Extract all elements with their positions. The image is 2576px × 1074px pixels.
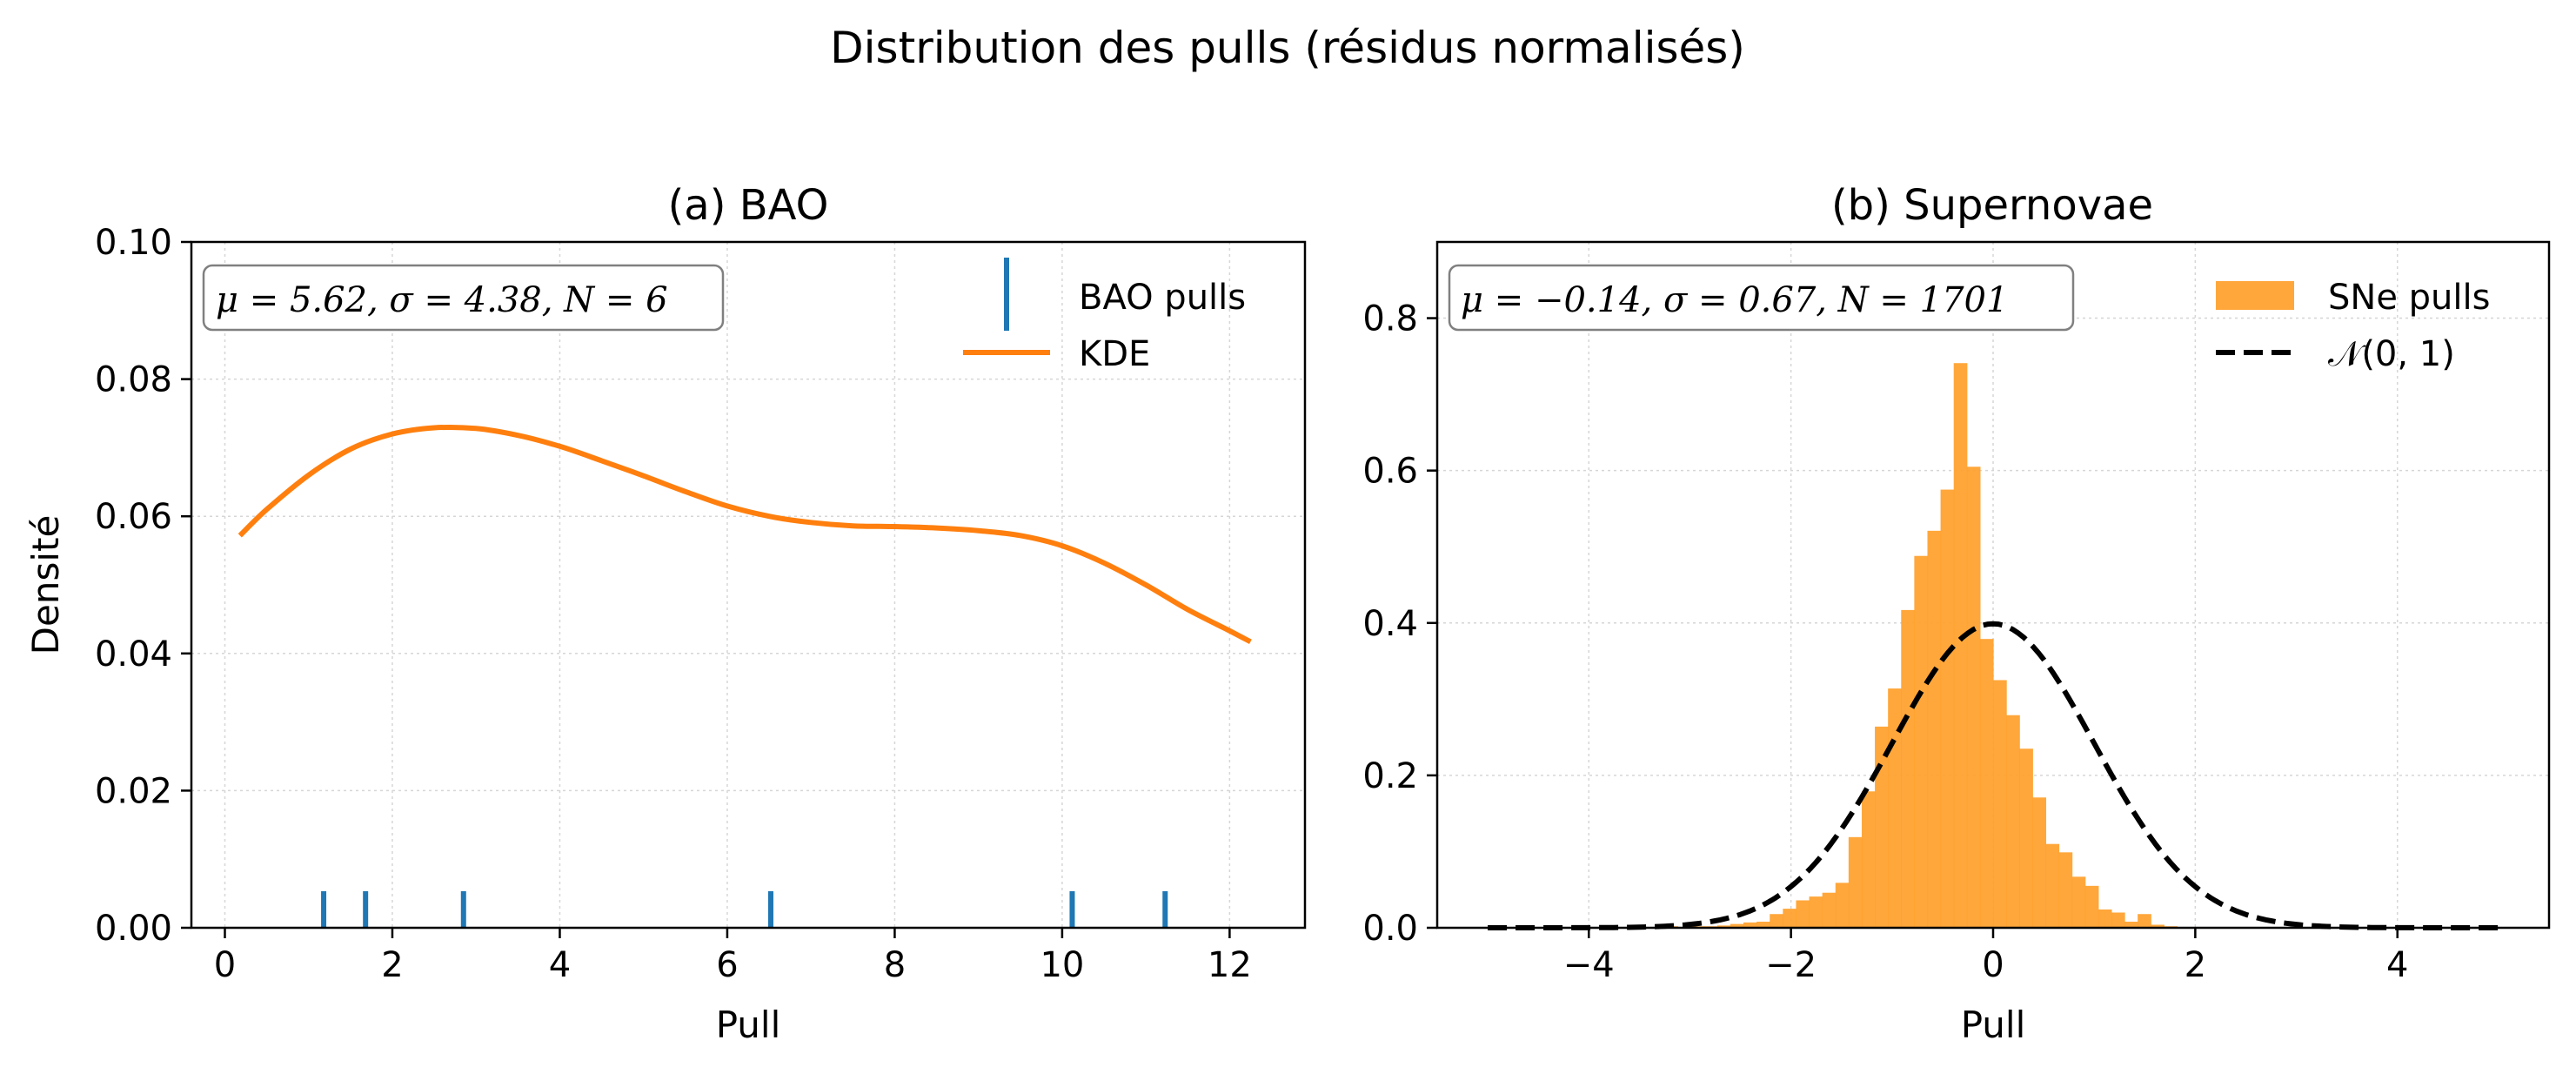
panel-a-ytick-label: 0.08	[95, 360, 172, 400]
panel-b-xtick-label: 0	[1982, 945, 2004, 985]
histogram-bar	[2138, 914, 2151, 928]
panel-a-ytick-label: 0.04	[95, 634, 172, 675]
panel-b-ytick-label: 0.8	[1362, 299, 1418, 339]
legend-kde-label: KDE	[1079, 334, 1150, 374]
panel-a-xtick-label: 2	[381, 945, 403, 985]
histogram-bar	[1848, 836, 1863, 928]
histogram-bar	[1716, 925, 1731, 928]
figure-title: Distribution des pulls (résidus normalis…	[830, 23, 1745, 73]
histogram-bar	[2084, 885, 2099, 928]
panel-a-ylabel: Densité	[24, 515, 67, 655]
panel-a-title: (a) BAO	[668, 181, 829, 230]
panel-b-legend: SNe pulls 𝒩(0, 1)	[2216, 278, 2490, 374]
histogram-bar	[2124, 921, 2138, 928]
panel-a-ytick-label: 0.00	[95, 909, 172, 949]
histogram-bar	[1993, 680, 2007, 928]
panel-b-ytick-label: 0.4	[1362, 604, 1418, 644]
histogram-bar	[1901, 609, 1915, 928]
panel-b-stats-box: μ = −0.14, σ = 0.67, N = 1701	[1448, 264, 2075, 332]
histogram-bar	[2006, 715, 2020, 928]
legend-normal-label: 𝒩(0, 1)	[2328, 334, 2455, 374]
histogram-bar	[2111, 912, 2125, 928]
histogram-bar	[1979, 639, 1994, 928]
panel-a-ytick-label: 0.02	[95, 771, 172, 811]
panel-b-ytick-label: 0.0	[1362, 909, 1418, 949]
panel-b-xtick-label: −4	[1563, 945, 1615, 985]
panel-a-xlabel: Pull	[716, 1004, 781, 1046]
histogram-bar	[2019, 748, 2033, 928]
histogram-bar	[1783, 909, 1797, 928]
panel-b-title: (b) Supernovae	[1831, 181, 2153, 230]
histogram-bar	[1822, 892, 1837, 928]
histogram-bar	[1914, 555, 1929, 928]
panel-a-legend: BAO pulls KDE	[963, 258, 1246, 374]
panel-b-xtick-label: 4	[2386, 945, 2408, 985]
panel-a-marks	[238, 424, 1252, 928]
panel-a-xtick-label: 0	[214, 945, 236, 985]
histogram-bar	[1743, 922, 1757, 928]
histogram-bar	[2045, 843, 2060, 928]
histogram-bar	[1953, 363, 1968, 928]
histogram-bar	[1940, 489, 1955, 928]
normal-pdf-curve	[1488, 621, 2499, 930]
panel-a-xtick-label: 12	[1208, 945, 1252, 985]
panel-b-xtick-label: −2	[1765, 945, 1817, 985]
histogram-bar	[2032, 797, 2047, 928]
histogram-bar	[1809, 896, 1823, 928]
panel-b-ytick-label: 0.2	[1362, 756, 1418, 796]
histogram-bar	[2071, 876, 2086, 928]
histogram-bar	[1966, 467, 1981, 928]
panel-a-ytick-label: 0.10	[95, 223, 172, 263]
histogram-bar	[1875, 726, 1889, 928]
panel-a-xtick-label: 6	[716, 945, 738, 985]
panel-a-ticks: 0 2 4 6 8 10 12 0.00 0.02 0.04 0.06 0.08 0.10	[95, 223, 1252, 985]
panel-b-marks	[1488, 363, 2499, 930]
kde-curve	[238, 424, 1252, 645]
panel-a-stats-text: μ = 5.62, σ = 4.38, N = 6	[216, 280, 668, 320]
panel-b-xtick-label: 2	[2185, 945, 2206, 985]
panel-b-ytick-label: 0.6	[1362, 452, 1418, 492]
panel-a-ytick-label: 0.06	[95, 497, 172, 537]
legend-sne-pulls-marker	[2216, 281, 2294, 310]
histogram-bar	[1927, 530, 1942, 928]
histogram-bar	[1835, 883, 1850, 928]
legend-bao-pulls-label: BAO pulls	[1079, 278, 1246, 318]
panel-a-xtick-label: 10	[1040, 945, 1084, 985]
panel-supernovae: (b) Supernovae −4 −2 0 2 4 0.0 0.2 0.4 0.6 0.8 Pu…	[1362, 181, 2551, 1046]
panel-b-stats-frame	[1448, 264, 2075, 332]
panel-a-xtick-label: 4	[549, 945, 571, 985]
panel-b-xlabel: Pull	[1961, 1004, 2026, 1046]
panel-a-frame	[190, 240, 1307, 930]
panel-a-xtick-label: 8	[884, 945, 906, 985]
legend-sne-pulls-label: SNe pulls	[2328, 278, 2490, 318]
histogram-bar	[1730, 923, 1744, 928]
histogram-bar	[1756, 921, 1770, 928]
panel-a-stats-box: μ = 5.62, σ = 4.38, N = 6	[202, 264, 725, 332]
histogram-bar	[2058, 852, 2073, 928]
histogram-bar	[1796, 900, 1810, 928]
histogram-bar	[2098, 909, 2112, 928]
panel-b-stats-text: μ = −0.14, σ = 0.67, N = 1701	[1461, 280, 2008, 320]
histogram-bar	[2151, 924, 2165, 928]
panel-b-ticks: −4 −2 0 2 4 0.0 0.2 0.4 0.6 0.8	[1362, 299, 2408, 985]
histogram-bar	[1861, 791, 1876, 928]
panel-bao: (a) BAO 0 2 4 6 8 10 12 0.00 0.02 0.04 0.06 0.08 0.1…	[24, 181, 1307, 1046]
histogram-bar	[1770, 914, 1783, 928]
panel-a-stats-frame	[202, 264, 725, 332]
